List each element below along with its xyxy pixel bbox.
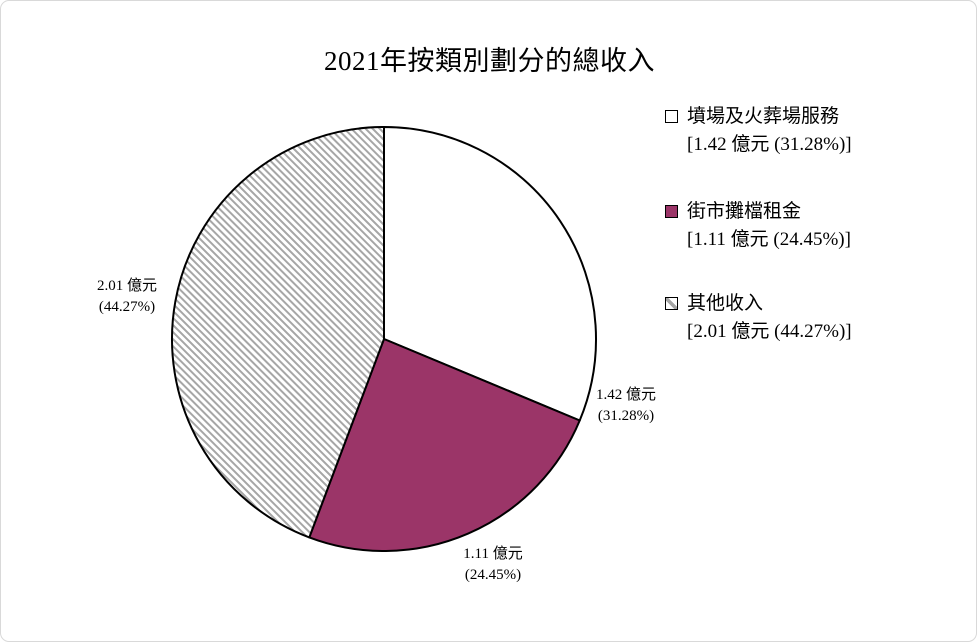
legend-item-cemetery[interactable]: 墳場及火葬場服務 [1.42 億元 (31.28%)] <box>665 103 852 159</box>
legend-detail: [2.01 億元 (44.27%)] <box>687 321 852 342</box>
legend-label: 其他收入 <box>687 293 764 314</box>
pie-slice-2[interactable] <box>171 126 385 539</box>
legend: 墳場及火葬場服務 [1.42 億元 (31.28%)] 街市攤檔租金 [1.11… <box>665 1 965 641</box>
chart-title: 2021年按類別劃分的總收入 <box>324 46 655 76</box>
pie-slice-0[interactable] <box>383 126 598 422</box>
legend-label: 墳場及火葬場服務 <box>687 106 840 127</box>
legend-swatch-white-icon <box>665 110 678 123</box>
data-label-cemetery: 1.42 億元 (31.28%) <box>536 385 716 427</box>
legend-swatch-solid-icon <box>665 205 678 218</box>
legend-item-market[interactable]: 街市攤檔租金 [1.11 億元 (24.45%)] <box>665 198 851 254</box>
data-label-market: 1.11 億元 (24.45%) <box>403 544 583 586</box>
data-label-value: 1.11 億元 <box>463 546 523 562</box>
legend-label: 街市攤檔租金 <box>687 201 802 222</box>
data-label-value: 2.01 億元 <box>96 278 157 294</box>
legend-swatch-hatch-icon <box>665 297 678 310</box>
data-label-other: 2.01 億元 (44.27%) <box>37 276 217 318</box>
pie-slice-1[interactable] <box>308 338 581 552</box>
legend-detail: [1.11 億元 (24.45%)] <box>687 229 851 250</box>
data-label-percent: (31.28%) <box>597 408 655 424</box>
data-label-percent: (44.27%) <box>98 299 156 315</box>
data-label-value: 1.42 億元 <box>595 387 656 403</box>
legend-item-other[interactable]: 其他收入 [2.01 億元 (44.27%)] <box>665 290 852 346</box>
legend-detail: [1.42 億元 (31.28%)] <box>687 134 852 155</box>
data-label-percent: (24.45%) <box>464 567 522 583</box>
